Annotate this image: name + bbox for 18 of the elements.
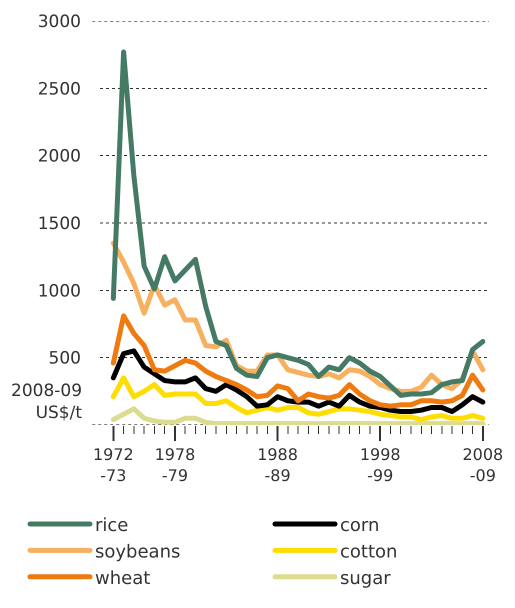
y-tick-label: 1000 (38, 281, 81, 302)
y-axis-title: 2008-09 US$/t (11, 381, 82, 424)
y-tick-label: 2000 (38, 146, 81, 167)
x-tick-label: 1978 -79 (154, 445, 196, 485)
legend-label: soybeans (95, 541, 180, 562)
x-tick-label: 1988 -89 (257, 445, 298, 485)
y-tick-label: 2500 (38, 79, 81, 100)
y-tick-label: 1500 (38, 214, 81, 234)
legend-label: wheat (95, 568, 150, 589)
legend-label: sugar (340, 568, 392, 589)
legend-label: rice (95, 515, 128, 536)
y-tick-label: 500 (48, 348, 81, 369)
y-tick-label: 3000 (38, 12, 81, 32)
legend-label: cotton (340, 541, 398, 562)
legend-label: corn (340, 515, 380, 536)
x-tick-label: 1998 -99 (360, 445, 401, 485)
x-tick-label: 2008 -09 (462, 445, 504, 485)
x-tick-label: 1972 -73 (92, 445, 134, 485)
